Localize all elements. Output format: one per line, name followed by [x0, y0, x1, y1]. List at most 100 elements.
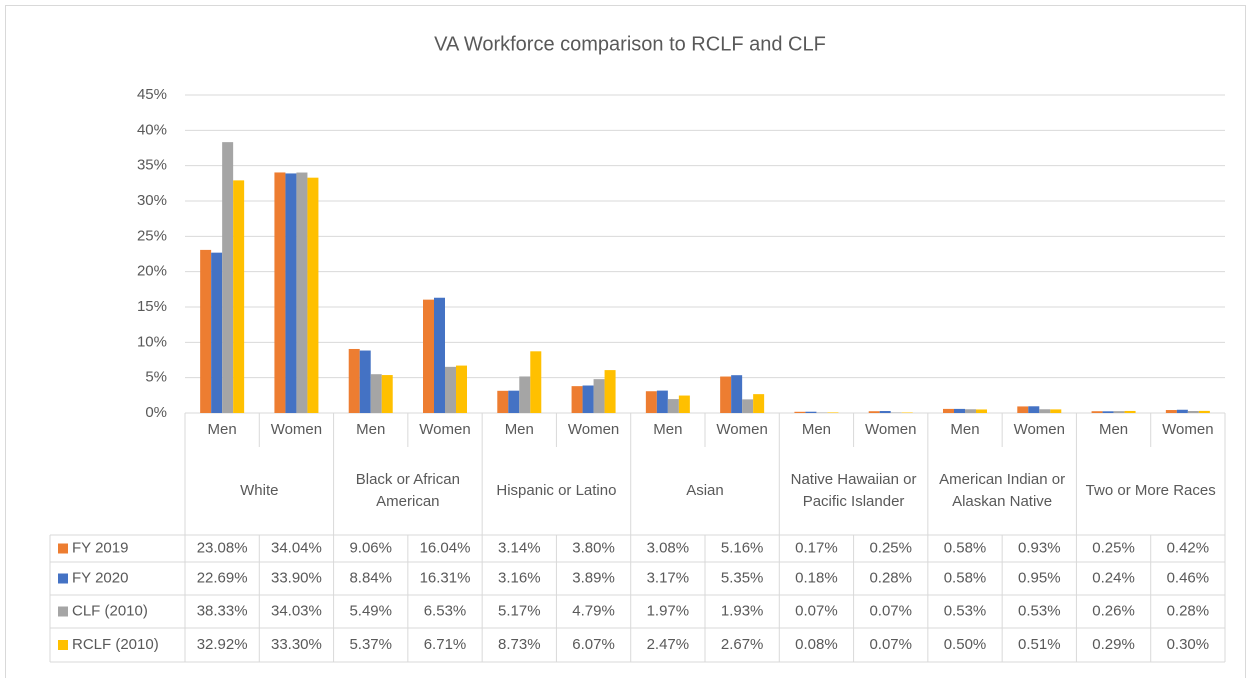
bar	[200, 249, 212, 413]
legend-swatch	[58, 573, 68, 584]
bar	[868, 411, 880, 413]
bar	[233, 180, 245, 413]
bar	[1113, 411, 1125, 413]
chart-title: VA Workforce comparison to RCLF and CLF	[434, 33, 826, 55]
data-label: 5.16%	[721, 539, 764, 556]
data-label: 0.26%	[1092, 602, 1135, 619]
data-label: 8.73%	[498, 636, 541, 653]
y-tick-label: 45%	[137, 86, 167, 103]
bar	[1198, 410, 1210, 413]
bar	[456, 365, 467, 413]
data-label: 3.17%	[647, 569, 690, 586]
bar	[943, 408, 954, 413]
data-label: 33.30%	[271, 636, 322, 653]
group-label: Hispanic or Latino	[496, 482, 617, 499]
bar	[359, 350, 371, 413]
data-label: 16.04%	[420, 539, 471, 556]
x-tick-label: Men	[802, 421, 831, 438]
y-tick-label: 35%	[137, 157, 167, 174]
bar	[976, 409, 987, 413]
y-tick-label: 20%	[137, 263, 167, 280]
data-label: 3.89%	[572, 569, 615, 586]
x-tick-label: Women	[419, 421, 470, 438]
data-label: 3.08%	[647, 539, 690, 556]
group-label: Native Hawaiian or Pacific Islander	[790, 471, 917, 510]
bar	[434, 297, 445, 413]
data-label: 3.80%	[572, 539, 615, 556]
data-label: 0.42%	[1167, 539, 1210, 556]
data-label: 4.79%	[572, 602, 615, 619]
bar	[1091, 411, 1103, 413]
group-label: White	[240, 482, 279, 499]
y-tick-label: 30%	[137, 192, 167, 209]
data-label: 5.37%	[349, 636, 392, 653]
bar	[530, 351, 542, 413]
data-label: 0.95%	[1018, 569, 1061, 586]
bar	[1187, 411, 1199, 413]
y-tick-label: 25%	[137, 227, 167, 244]
group-label-box: Two or More Races	[1085, 482, 1216, 499]
x-tick-label: Women	[271, 421, 322, 438]
data-label: 3.14%	[498, 539, 541, 556]
x-tick-label: Men	[653, 421, 682, 438]
bar	[604, 370, 616, 413]
data-label: 0.28%	[869, 569, 912, 586]
data-label: 9.06%	[349, 539, 392, 556]
data-label: 0.93%	[1018, 539, 1061, 556]
group-label-box: American Indian or Alaskan Native	[939, 471, 1066, 510]
bar	[678, 395, 690, 413]
y-tick-label: 5%	[145, 369, 167, 386]
legend-label: RCLF (2010)	[72, 636, 159, 653]
data-label: 16.31%	[420, 569, 471, 586]
bar	[1017, 406, 1029, 413]
bar	[274, 172, 286, 413]
data-label: 0.07%	[869, 636, 912, 653]
bar	[381, 375, 393, 413]
bar	[508, 390, 520, 413]
data-label: 2.67%	[721, 636, 764, 653]
group-label-box: Black or African American	[355, 471, 460, 510]
bar	[965, 409, 976, 413]
data-label: 33.90%	[271, 569, 322, 586]
data-label: 0.30%	[1167, 636, 1210, 653]
bar	[742, 399, 754, 413]
group-label: Black or African American	[355, 471, 460, 510]
group-label: Asian	[686, 482, 724, 499]
x-tick-label: Men	[950, 421, 979, 438]
bar	[1124, 410, 1136, 413]
bar	[285, 173, 297, 413]
legend-swatch	[58, 606, 68, 617]
x-tick-label: Women	[865, 421, 916, 438]
data-label: 0.25%	[1092, 539, 1135, 556]
bar	[1050, 409, 1062, 413]
bar	[794, 411, 806, 413]
data-label: 0.50%	[944, 636, 987, 653]
group-label-box: Hispanic or Latino	[496, 482, 617, 499]
data-label: 0.18%	[795, 569, 838, 586]
data-label: 0.17%	[795, 539, 838, 556]
data-label: 22.69%	[197, 569, 248, 586]
bar	[571, 386, 583, 413]
data-label: 5.49%	[349, 602, 392, 619]
x-tick-label: Men	[208, 421, 237, 438]
bar	[720, 376, 732, 413]
bar	[1028, 406, 1040, 413]
data-label: 6.53%	[424, 602, 467, 619]
data-label: 3.16%	[498, 569, 541, 586]
group-label: Two or More Races	[1085, 482, 1216, 499]
data-label: 0.51%	[1018, 636, 1061, 653]
bar	[370, 374, 382, 413]
data-label: 38.33%	[197, 602, 248, 619]
bar	[731, 375, 743, 413]
x-tick-label: Women	[568, 421, 619, 438]
data-label: 34.04%	[271, 539, 322, 556]
y-tick-label: 10%	[137, 333, 167, 350]
data-label: 0.58%	[944, 539, 987, 556]
y-tick-label: 0%	[145, 404, 167, 421]
bar	[423, 299, 434, 413]
group-label: American Indian or Alaskan Native	[939, 471, 1066, 510]
data-label: 8.84%	[349, 569, 392, 586]
data-label: 0.07%	[869, 602, 912, 619]
bar	[307, 177, 319, 413]
